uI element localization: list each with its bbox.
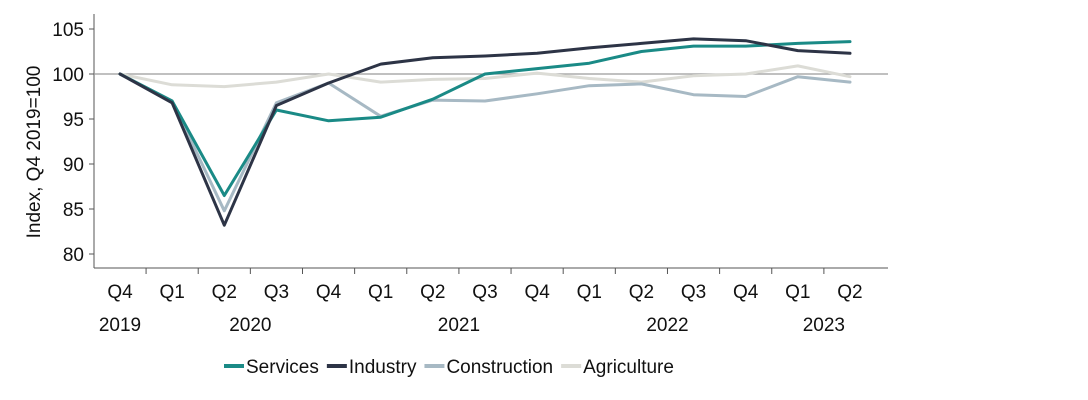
x-year-label: 2019 <box>99 315 141 336</box>
series-line-services <box>118 40 852 197</box>
legend-item-agriculture: Agriculture <box>561 357 674 378</box>
x-tick-label: Q2 <box>212 282 237 303</box>
legend-label-agriculture: Agriculture <box>583 357 674 378</box>
series-line-agriculture <box>118 64 852 89</box>
x-tick-label: Q3 <box>472 282 497 303</box>
x-tick-label: Q4 <box>524 282 550 303</box>
x-year-label: 2021 <box>438 315 480 336</box>
series-line-industry <box>118 37 852 227</box>
legend-item-industry: Industry <box>326 357 417 378</box>
legend-item-services: Services <box>224 357 319 378</box>
legend-label-services: Services <box>246 357 319 378</box>
legend: Services Industry Construction Agriculture <box>224 357 674 378</box>
legend-label-construction: Construction <box>446 357 553 378</box>
y-tick-label: 95 <box>63 110 84 131</box>
x-tick-label: Q2 <box>629 282 654 303</box>
x-tick-label: Q3 <box>681 282 706 303</box>
legend-item-construction: Construction <box>424 357 553 378</box>
y-tick-label: 85 <box>63 200 84 221</box>
x-tick-label: Q1 <box>368 282 393 303</box>
x-tick-label: Q1 <box>785 282 810 303</box>
legend-label-industry: Industry <box>349 357 417 378</box>
x-tick-label: Q1 <box>577 282 602 303</box>
series-lines <box>118 37 852 227</box>
y-tick-label: 90 <box>63 155 84 176</box>
x-tick-label: Q1 <box>159 282 184 303</box>
x-tick-label: Q3 <box>264 282 289 303</box>
axis-labels: 80 85 90 95 100 105 Q4 Q1 Q2 Q3 Q4 Q1 Q2 Q3 Q4 Q1 Q2 Q3 Q4… <box>52 20 862 336</box>
x-year-label: 2022 <box>646 315 688 336</box>
x-year-label: 2020 <box>229 315 271 336</box>
x-tick-label: Q4 <box>107 282 133 303</box>
y-axis-title: Index, Q4 2019=100 <box>24 66 45 239</box>
y-tick-label: 80 <box>63 245 84 266</box>
x-tick-label: Q2 <box>837 282 862 303</box>
y-tick-label: 100 <box>52 65 84 86</box>
x-tick-label: Q2 <box>420 282 445 303</box>
x-year-label: 2023 <box>803 315 845 336</box>
series-line-construction <box>118 72 852 213</box>
x-tick-label: Q4 <box>316 282 342 303</box>
axes <box>89 14 888 274</box>
y-tick-label: 105 <box>52 20 84 41</box>
x-tick-label: Q4 <box>733 282 759 303</box>
